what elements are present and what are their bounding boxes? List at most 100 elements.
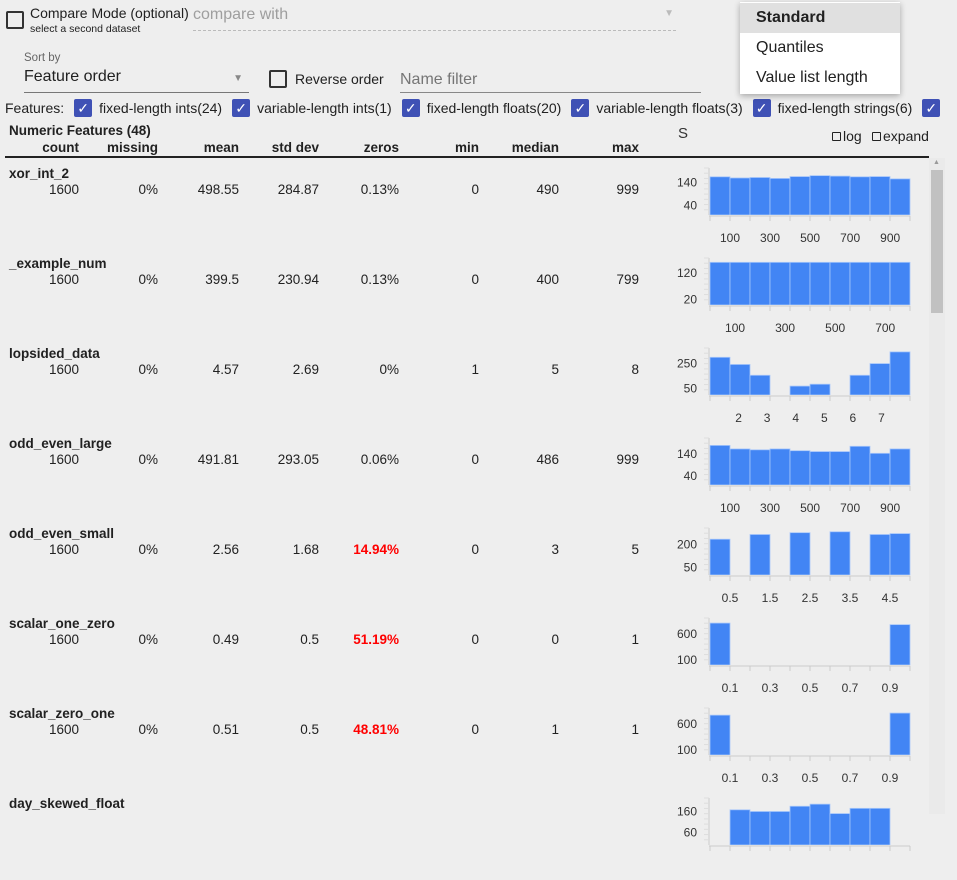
cell-median: 1: [551, 722, 559, 737]
scroll-up-arrow-icon[interactable]: ▲: [933, 159, 940, 166]
x-tick-label: 0.7: [842, 771, 859, 785]
x-tick-label: 100: [720, 501, 740, 515]
cell-median: 3: [551, 542, 559, 557]
x-tick-label: 500: [825, 321, 845, 335]
compare-with-select[interactable]: compare with ▼: [193, 6, 676, 31]
feature-type-filters: Features: ✓ fixed-length ints(24) ✓ vari…: [5, 99, 947, 117]
column-header-min[interactable]: min: [454, 140, 479, 155]
feature-type-checkbox[interactable]: ✓: [401, 99, 420, 117]
cell-std-dev: 293.05: [277, 452, 319, 467]
histogram-bar: [749, 534, 771, 576]
cell-count: 1600: [48, 542, 79, 557]
histogram-bar: [789, 385, 811, 396]
cell-mean: 399.5: [205, 272, 239, 287]
y-tick-label: 140: [677, 176, 697, 190]
cell-min: 0: [471, 452, 479, 467]
column-header-count[interactable]: count: [42, 140, 79, 155]
histogram-bar: [789, 450, 811, 486]
feature-name: day_skewed_float: [9, 796, 125, 811]
x-tick-label: 700: [840, 501, 860, 515]
cell-missing: 0%: [138, 452, 158, 467]
cell-min: 0: [471, 272, 479, 287]
x-tick-label: 700: [875, 321, 895, 335]
cell-max: 1: [631, 722, 639, 737]
column-header-std-dev[interactable]: std dev: [271, 140, 319, 155]
feature-type-checkbox[interactable]: ✓: [571, 99, 590, 117]
histogram-bar: [789, 532, 811, 576]
feature-type-checkbox[interactable]: ✓: [232, 99, 251, 117]
x-tick-label: 0.9: [882, 771, 899, 785]
x-tick-label: 2: [735, 411, 742, 425]
feature-type-checkbox[interactable]: ✓: [74, 99, 93, 117]
column-header-max[interactable]: max: [611, 140, 639, 155]
histogram-bar: [709, 622, 731, 666]
histogram-bar: [829, 451, 851, 486]
expand-label: expand: [883, 128, 929, 144]
histogram-bar: [749, 811, 771, 846]
column-header-zeros[interactable]: zeros: [363, 140, 399, 155]
x-tick-label: 0.3: [762, 771, 779, 785]
compare-mode-sublabel: select a second dataset: [30, 23, 141, 35]
histogram-bar: [889, 624, 911, 666]
histogram-bar: [769, 448, 791, 486]
log-toggle[interactable]: log: [832, 128, 862, 144]
feature-name: lopsided_data: [9, 346, 100, 361]
x-tick-label: 300: [760, 501, 780, 515]
dropdown-arrow-icon: ▼: [233, 73, 243, 84]
log-label: log: [843, 128, 862, 144]
cell-zeros: 51.19%: [353, 632, 399, 647]
compare-mode-checkbox[interactable]: [6, 11, 24, 29]
histogram-bar: [869, 363, 891, 396]
log-checkbox[interactable]: [832, 132, 841, 141]
feature-name: _example_num: [9, 256, 107, 271]
histogram-bar: [749, 374, 771, 396]
cell-std-dev: 1.68: [292, 542, 319, 557]
sort-by-select[interactable]: Feature order ▼: [24, 68, 249, 93]
reverse-order-checkbox[interactable]: [269, 70, 287, 88]
histogram-bar: [709, 538, 731, 576]
x-tick-label: 2.5: [802, 591, 819, 605]
histogram-bar: [709, 261, 731, 306]
feature-type-checkbox[interactable]: ✓: [752, 99, 771, 117]
y-tick-label: 160: [677, 804, 697, 818]
x-tick-label: 900: [880, 231, 900, 245]
menu-item-quantiles[interactable]: Quantiles: [756, 39, 824, 56]
expand-checkbox[interactable]: [872, 132, 881, 141]
scrollbar[interactable]: ▲: [929, 158, 945, 814]
feature-type-label: variable-length floats(3): [596, 100, 743, 116]
column-header-mean[interactable]: mean: [203, 140, 239, 155]
cell-missing: 0%: [138, 362, 158, 377]
cell-mean: 491.81: [197, 452, 239, 467]
feature-type-checkbox[interactable]: ✓: [922, 99, 941, 117]
scrollbar-thumb[interactable]: [931, 170, 943, 313]
column-header-median[interactable]: median: [511, 140, 559, 155]
histogram-bar: [829, 175, 851, 216]
chart-type-select[interactable]: S: [678, 125, 689, 142]
menu-item-standard[interactable]: Standard: [740, 3, 900, 33]
cell-missing: 0%: [138, 542, 158, 557]
cell-std-dev: 0.5: [300, 632, 319, 647]
column-header-missing[interactable]: missing: [106, 140, 158, 155]
feature-name: odd_even_small: [9, 526, 115, 541]
expand-toggle[interactable]: expand: [872, 128, 929, 144]
histogram-bar: [729, 177, 751, 216]
cell-zeros: 14.94%: [353, 542, 399, 557]
sort-by-value: Feature order: [24, 68, 121, 85]
feature-name: xor_int_2: [9, 166, 70, 181]
histogram-bar: [729, 448, 751, 486]
compare-mode-label: Compare Mode (optional): [30, 5, 189, 21]
x-tick-label: 7: [878, 411, 885, 425]
name-filter-input[interactable]: [400, 68, 701, 93]
y-tick-label: 250: [677, 357, 697, 371]
histogram-bar: [829, 261, 851, 306]
cell-std-dev: 230.94: [277, 272, 319, 287]
feature-type-label: fixed-length strings(6): [777, 100, 913, 116]
cell-count: 1600: [48, 182, 79, 197]
cell-count: 1600: [48, 362, 79, 377]
x-tick-label: 0.9: [882, 681, 899, 695]
menu-item-value-list-length[interactable]: Value list length: [756, 69, 868, 86]
cell-zeros: 0%: [379, 362, 399, 377]
cell-std-dev: 0.5: [300, 722, 319, 737]
histogram-bar: [729, 809, 751, 846]
cell-min: 1: [471, 362, 479, 377]
